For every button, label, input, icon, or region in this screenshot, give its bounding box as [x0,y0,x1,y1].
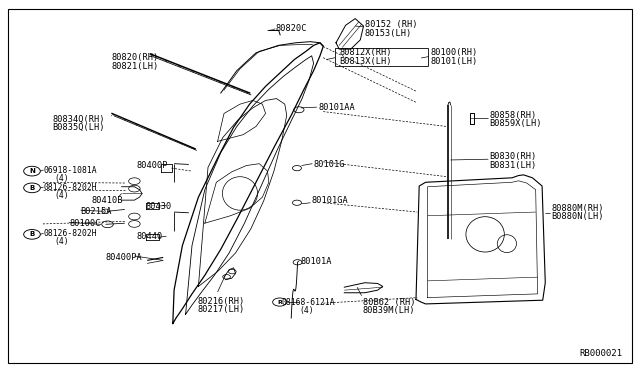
Text: B0835Q(LH): B0835Q(LH) [52,123,105,132]
Text: 80101GA: 80101GA [312,196,348,205]
Text: (4): (4) [54,174,69,183]
Text: 80B62 (RH): 80B62 (RH) [363,298,415,307]
Text: 80820(RH): 80820(RH) [112,53,159,62]
Text: 06918-1081A: 06918-1081A [44,166,97,174]
Text: 80820C: 80820C [275,24,307,33]
Text: 80216(RH): 80216(RH) [197,297,244,306]
Text: 80440: 80440 [136,232,163,241]
Text: 80101(LH): 80101(LH) [431,57,478,66]
Text: 80400P: 80400P [136,161,168,170]
Text: B0830(RH): B0830(RH) [490,153,537,161]
Text: 80100C: 80100C [69,219,100,228]
Text: 80858(RH): 80858(RH) [490,111,537,120]
Bar [335,48,428,66]
Text: B0859X(LH): B0859X(LH) [490,119,542,128]
Text: B0880N(LH): B0880N(LH) [552,212,604,221]
Text: 80400PA: 80400PA [106,253,142,262]
Text: 80430: 80430 [146,202,172,211]
Text: RB000021: RB000021 [579,349,622,358]
Text: B0215A: B0215A [81,207,112,216]
Text: 80100(RH): 80100(RH) [431,48,478,57]
Text: 08168-6121A: 08168-6121A [282,298,335,307]
Text: 80812X(RH): 80812X(RH) [339,48,392,57]
Text: 80153(LH): 80153(LH) [365,29,412,38]
Text: 80410B: 80410B [92,196,123,205]
Text: 80152 (RH): 80152 (RH) [365,20,417,29]
Text: 80880M(RH): 80880M(RH) [552,204,604,213]
Text: 80101AA: 80101AA [318,103,355,112]
Text: 80B39M(LH): 80B39M(LH) [363,306,415,315]
Text: (4): (4) [54,191,69,200]
Text: 80101A: 80101A [301,257,332,266]
Text: B0813X(LH): B0813X(LH) [339,57,392,66]
Text: (4): (4) [54,237,69,246]
Text: B: B [29,185,35,191]
Text: 08126-8202H: 08126-8202H [44,229,97,238]
Text: N: N [29,168,35,174]
Text: 80217(LH): 80217(LH) [197,305,244,314]
Text: B: B [29,231,35,237]
Text: R: R [277,299,282,305]
Text: 80821(LH): 80821(LH) [112,62,159,71]
Text: 08126-8202H: 08126-8202H [44,183,97,192]
Text: 80101G: 80101G [314,160,345,169]
Text: B0831(LH): B0831(LH) [490,161,537,170]
Text: 80834Q(RH): 80834Q(RH) [52,115,105,124]
Text: (4): (4) [299,306,314,315]
